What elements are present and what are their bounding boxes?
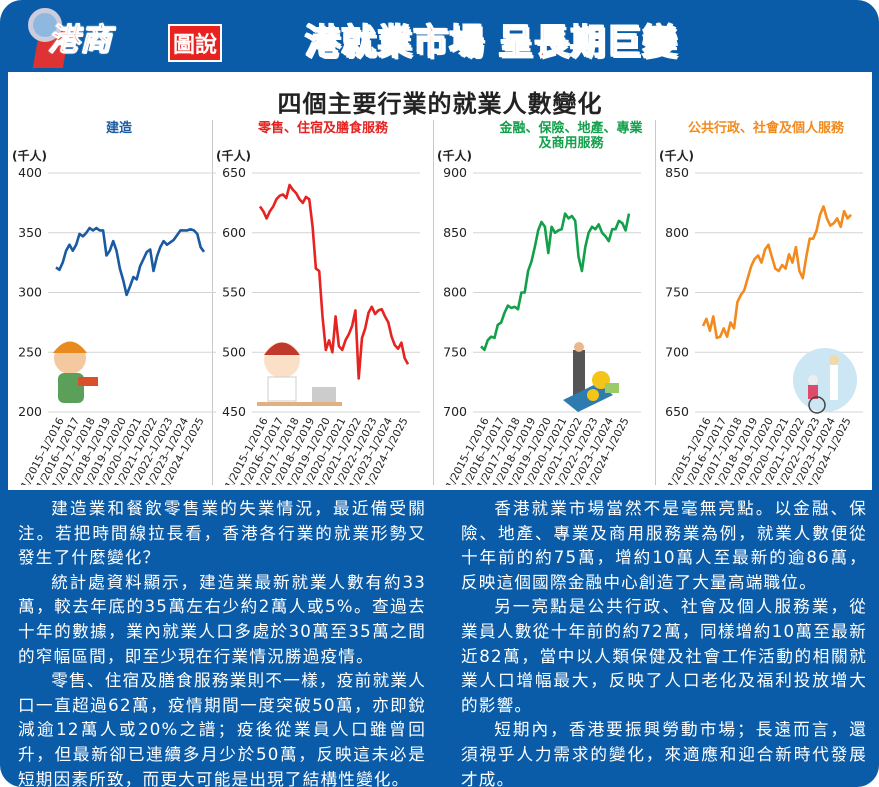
worker-illustration-icon: [53, 341, 98, 403]
line-chart-2: 零售、住宿及膳食服務(千人)45050055060065011/2015–1/2…: [216, 120, 420, 485]
paragraph: 短期內，香港要振興勞動市場；長遠而言，還須視乎人力需求的變化，來適應和迎合新時代…: [461, 720, 867, 787]
y-tick-label: 850: [665, 165, 689, 180]
line-chart-1: 建造(千人)20025030035040011/2015–1/201611/20…: [12, 120, 216, 485]
y-tick-label: 250: [18, 344, 42, 359]
divider: [655, 120, 656, 485]
chart-title: 建造: [106, 120, 133, 136]
chart-title: 公共行政、社會及個人服務: [688, 120, 845, 136]
y-tick-label: 600: [222, 225, 246, 240]
paragraph: 零售、住宿及膳食服務業則不一樣，疫前就業人口一直超過62萬，疫情期間一度突破50…: [18, 671, 426, 787]
divider: [212, 120, 213, 485]
y-axis-unit: (千人): [12, 148, 47, 163]
article-body: 建造業和餐飲零售業的失業情況，最近備受關注。若把時間線拉長看，香港各行業的就業形…: [0, 490, 879, 787]
header: 港商 圖說 港就業市場 呈長期巨變: [0, 0, 879, 72]
y-tick-label: 800: [665, 225, 689, 240]
charts-title: 四個主要行業的就業人數變化: [277, 90, 603, 118]
divider: [433, 120, 434, 485]
chart-title: 及商用服務: [538, 135, 604, 151]
y-tick-label: 750: [443, 344, 467, 359]
y-tick-label: 650: [665, 404, 689, 419]
paragraph: 另一亮點是公共行政、社會及個人服務業，從業員人數從十年前的約72萬，同樣增約10…: [461, 597, 867, 715]
y-tick-label: 900: [443, 165, 467, 180]
y-tick-label: 450: [222, 404, 246, 419]
charts-panel: 四個主要行業的就業人數變化 建造 (千人) 200 250 300 350 400 11/20…: [8, 72, 872, 490]
article-column-left: 建造業和餐飲零售業的失業情況，最近備受關注。若把時間線拉長看，香港各行業的就業形…: [18, 497, 426, 787]
y-tick-label: 400: [18, 165, 42, 180]
paragraph: 香港就業市場當然不是毫無亮點。以金融、保險、地產、專業及商用服務業為例，就業人數…: [461, 499, 867, 592]
finance-illustration-icon: [563, 342, 619, 412]
y-tick-label: 800: [443, 285, 467, 300]
series-line: [55, 226, 206, 297]
series-line: [258, 183, 410, 380]
y-tick-label: 200: [18, 404, 42, 419]
y-tick-label: 500: [222, 344, 246, 359]
series-line: [480, 212, 631, 352]
y-tick-label: 750: [665, 285, 689, 300]
article-column-right: 香港就業市場當然不是毫無亮點。以金融、保險、地產、專業及商用服務業為例，就業人數…: [461, 497, 867, 787]
headline: 港就業市場 呈長期巨變: [304, 22, 679, 64]
y-axis-unit: (千人): [216, 148, 251, 163]
y-tick-label: 700: [665, 344, 689, 359]
line-chart-3: 金融、保險、地產、專業及商用服務(千人)70075080085090011/20…: [437, 120, 643, 485]
y-tick-label: 650: [222, 165, 246, 180]
chart-title: 零售、住宿及膳食服務: [257, 120, 389, 136]
care-illustration-icon: [793, 348, 857, 414]
chart-title: 金融、保險、地產、專業: [498, 120, 643, 136]
logo-subtext: 圖說: [168, 24, 223, 62]
shop-illustration-icon: [257, 342, 342, 406]
logo-text: 港商: [48, 22, 112, 59]
paragraph: 建造業和餐飲零售業的失業情況，最近備受關注。若把時間線拉長看，香港各行業的就業形…: [18, 499, 426, 568]
paragraph: 統計處資料顯示，建造業最新就業人數有約33萬，較去年底的35萬左右少約2萬人或5…: [18, 572, 426, 666]
y-tick-label: 700: [443, 404, 467, 419]
series-line: [701, 205, 852, 340]
logo: [20, 6, 150, 68]
line-chart-4: 公共行政、社會及個人服務(千人)65070075080085011/2015–1…: [659, 120, 863, 485]
magnifier-icon: [28, 8, 62, 42]
y-tick-label: 300: [18, 285, 42, 300]
y-tick-label: 350: [18, 225, 42, 240]
y-axis-unit: (千人): [437, 148, 472, 163]
y-tick-label: 850: [443, 225, 467, 240]
y-tick-label: 550: [222, 285, 246, 300]
y-axis-unit: (千人): [659, 148, 694, 163]
